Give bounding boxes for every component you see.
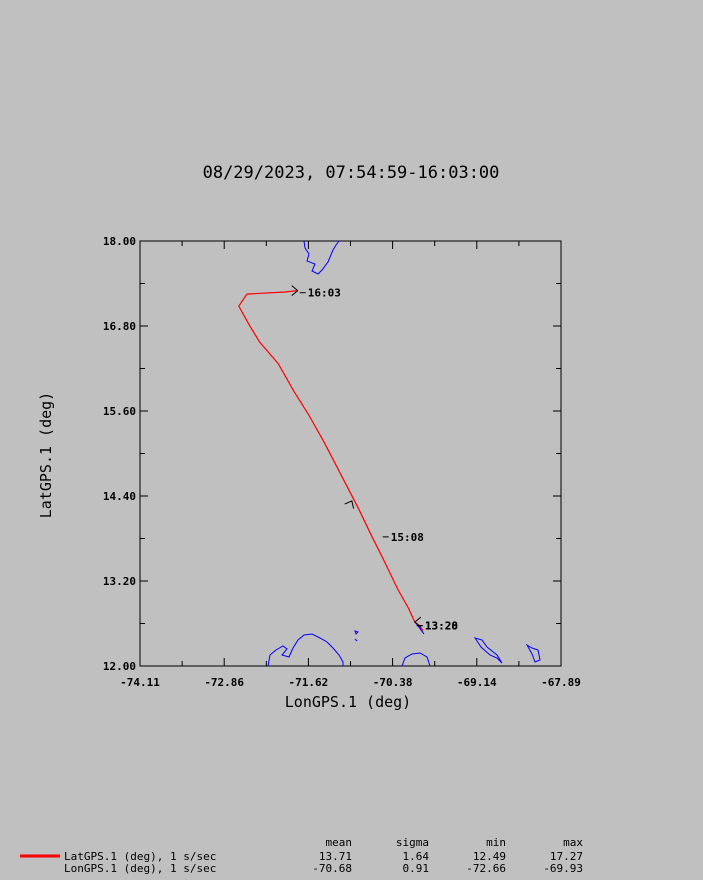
coastline-islet-1 (354, 630, 359, 635)
stats-table: mean sigma min max LatGPS.1 (deg), 1 s/s… (20, 836, 583, 875)
stat-longps-mean: -70.68 (312, 862, 352, 875)
y-tick-label: 12.00 (103, 660, 136, 673)
coastline-bonaire (525, 643, 541, 663)
time-annotation: 13:28 (425, 620, 458, 633)
chart-title: 08/29/2023, 07:54:59-16:03:00 (203, 163, 500, 183)
stat-longps-min: -72.66 (466, 862, 506, 875)
x-tick-label: -67.89 (541, 676, 581, 689)
coastline-guajira (267, 633, 344, 667)
y-tick-label: 16.80 (103, 320, 136, 333)
axis-ticks (139, 240, 562, 667)
plot-frame (139, 240, 562, 667)
series-line-latgps (238, 290, 424, 631)
x-tick-label: -69.14 (457, 676, 497, 689)
axis-tick-labels: -74.11 -72.86 -71.62 -70.38 -69.14 -67.89 12.0… (103, 235, 581, 689)
coastline-curacao (473, 637, 503, 664)
x-tick-label: -71.62 (289, 676, 329, 689)
y-axis-label: LatGPS.1 (deg) (37, 392, 55, 518)
legend-label-longps: LonGPS.1 (deg), 1 s/sec (64, 862, 216, 875)
y-tick-label: 14.40 (103, 490, 136, 503)
stat-latgps-min: 12.49 (473, 850, 506, 863)
coastline-map (267, 240, 541, 667)
stat-longps-max: -69.93 (543, 862, 583, 875)
x-axis-label: LonGPS.1 (deg) (285, 693, 411, 711)
y-tick-label: 15.60 (103, 405, 136, 418)
stat-longps-sigma: 0.91 (403, 862, 430, 875)
legend-label-latgps: LatGPS.1 (deg), 1 s/sec (64, 850, 216, 863)
stat-latgps-sigma: 1.64 (403, 850, 430, 863)
direction-arrow (291, 285, 299, 296)
time-annotation: 16:03 (308, 287, 341, 300)
stats-header-sigma: sigma (396, 836, 429, 849)
stat-latgps-max: 17.27 (550, 850, 583, 863)
stats-header-max: max (563, 836, 583, 849)
stats-header-mean: mean (326, 836, 353, 849)
stats-header-min: min (486, 836, 506, 849)
direction-arrow (344, 500, 355, 509)
x-tick-label: -72.86 (204, 676, 244, 689)
direction-arrow (414, 616, 422, 628)
coastline-islet-2 (354, 638, 358, 642)
coastline-paraguana (401, 652, 431, 667)
x-tick-label: -74.11 (120, 676, 160, 689)
time-annotation: 15:08 (391, 531, 424, 544)
coastline-hispaniola (303, 240, 340, 275)
y-tick-label: 13.20 (103, 575, 136, 588)
stat-latgps-mean: 13.71 (319, 850, 352, 863)
time-annotation: 13:20 (425, 620, 458, 633)
x-tick-label: -70.38 (373, 676, 413, 689)
y-tick-label: 18.00 (103, 235, 136, 248)
